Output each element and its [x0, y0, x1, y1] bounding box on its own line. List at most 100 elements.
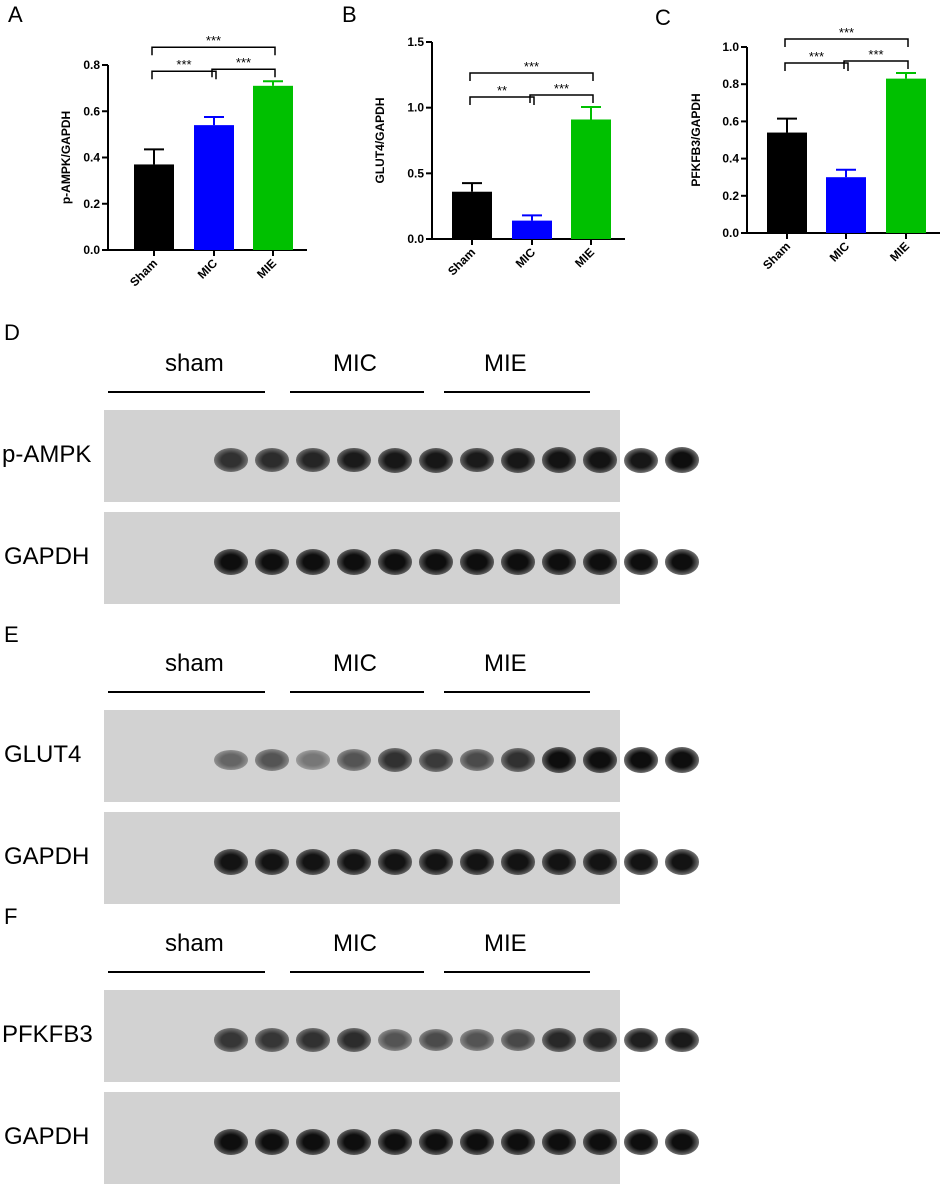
chart-b-significance-bracket	[529, 94, 594, 104]
chart-b-significance-label: ***	[524, 59, 539, 74]
group-underline	[290, 971, 424, 973]
blot-band	[624, 1027, 658, 1053]
blot-band	[624, 447, 658, 473]
group-underline	[444, 971, 590, 973]
chart-b-x-tick-label: MIE	[572, 245, 597, 270]
chart-b-y-tick-label: 0.0	[407, 232, 424, 246]
blot-band	[419, 748, 453, 772]
chart-b-y-tick-label: 1.5	[407, 35, 424, 49]
blot-band	[214, 749, 248, 771]
blot-band	[255, 448, 289, 472]
blot-band	[296, 447, 330, 473]
blot-row-label: GLUT4	[4, 741, 82, 768]
blot-band	[255, 549, 289, 575]
chart-b-y-tick-label: 0.5	[407, 166, 424, 180]
chart-c-y-tick-label: 0.2	[722, 189, 739, 203]
chart-c-significance-bracket	[784, 62, 849, 72]
group-underline	[290, 691, 424, 693]
chart-b-significance-bracket	[469, 72, 594, 82]
chart-a-x-tick-label: MIE	[254, 256, 279, 281]
panel-letter-d: D	[4, 320, 20, 345]
blot-band	[296, 849, 330, 875]
blot-band	[501, 447, 535, 473]
chart-b-y-tick-label: 1.0	[407, 101, 424, 115]
panel-letter-c: C	[655, 5, 671, 30]
chart-b-bar-mie	[571, 119, 611, 239]
group-underline	[444, 391, 590, 393]
chart-a-x-tick-label: MIC	[195, 256, 221, 282]
blot-band	[214, 849, 248, 875]
blot-band	[337, 447, 371, 473]
chart-a-significance-bracket	[211, 68, 276, 78]
group-underline	[108, 391, 265, 393]
blot-band	[501, 1129, 535, 1155]
chart-c-bar-mic	[826, 177, 866, 233]
blot-band	[337, 849, 371, 875]
blot-band	[542, 549, 576, 575]
chart-c-significance-label: ***	[809, 49, 824, 64]
blot-band	[501, 748, 535, 772]
chart-b-x-tick-label: MIC	[513, 245, 539, 271]
group-underline	[108, 971, 265, 973]
chart-c-bar-sham	[767, 132, 807, 233]
blot-band	[337, 1028, 371, 1052]
blot-band	[378, 1029, 412, 1051]
group-underline	[108, 691, 265, 693]
blot-image-gapdh	[104, 812, 699, 904]
blot-band	[460, 849, 494, 875]
group-label-mie: MIE	[484, 930, 527, 957]
chart-b-significance-label: **	[497, 83, 507, 98]
blot-band	[296, 1129, 330, 1155]
blot-image-glut4	[104, 710, 699, 802]
chart-a-y-tick-label: 0.8	[83, 58, 100, 72]
chart-c-x-tick-label: Sham	[760, 239, 793, 272]
blot-band	[583, 849, 617, 875]
blot-band	[665, 1129, 699, 1155]
chart-a-significance-label: ***	[176, 57, 191, 72]
chart-b-significance-bracket	[469, 96, 535, 106]
blot-band	[542, 447, 576, 473]
blot-band	[419, 447, 453, 473]
chart-a-y-tick-label: 0.0	[83, 243, 100, 257]
blot-row-label: GAPDH	[4, 543, 90, 570]
blot-band	[214, 448, 248, 472]
blot-band	[583, 447, 617, 473]
blot-band	[665, 447, 699, 473]
blot-image-p-ampk	[104, 410, 699, 502]
blot-panel-f: F sham MIC MIE PFKFB3 GAPDH	[0, 900, 948, 1184]
blot-band	[214, 1129, 248, 1155]
group-label-mic: MIC	[333, 350, 377, 377]
blot-band	[501, 1028, 535, 1052]
chart-b-bar-mic	[512, 220, 552, 239]
blot-band	[337, 1129, 371, 1155]
blot-band	[337, 749, 371, 771]
chart-a-y-axis-label: p-AMPK/GAPDH	[59, 111, 73, 204]
panel-letter-b: B	[342, 2, 357, 27]
blot-band	[665, 1027, 699, 1053]
chart-a-significance-label: ***	[236, 55, 251, 70]
chart-c-y-tick-label: 0.6	[722, 114, 739, 128]
chart-a-y-tick-label: 0.4	[83, 151, 100, 165]
chart-a-y-tick-label: 0.2	[83, 197, 100, 211]
chart-a-x-tick-label: Sham	[127, 256, 160, 289]
chart-a-bar-mic	[194, 125, 234, 250]
chart-a-significance-bracket	[151, 46, 276, 56]
blot-band	[378, 849, 412, 875]
chart-b-bar-sham	[452, 191, 492, 239]
blot-band	[419, 1129, 453, 1155]
chart-b-y-axis-label: GLUT4/GAPDH	[373, 97, 387, 183]
chart-c-significance-label: ***	[868, 47, 883, 62]
group-label-mie: MIE	[484, 350, 527, 377]
chart-b-significance-label: ***	[554, 81, 569, 96]
blot-band	[542, 849, 576, 875]
blot-band	[296, 549, 330, 575]
chart-a-bar-mie	[253, 85, 293, 250]
group-label-sham: sham	[165, 930, 224, 957]
chart-a-y-tick-label: 0.6	[83, 104, 100, 118]
chart-c-y-tick-label: 1.0	[722, 40, 739, 54]
blot-band	[665, 747, 699, 773]
blot-band	[255, 1028, 289, 1052]
blot-band	[542, 747, 576, 773]
blot-band	[624, 1129, 658, 1155]
blot-band	[419, 849, 453, 875]
